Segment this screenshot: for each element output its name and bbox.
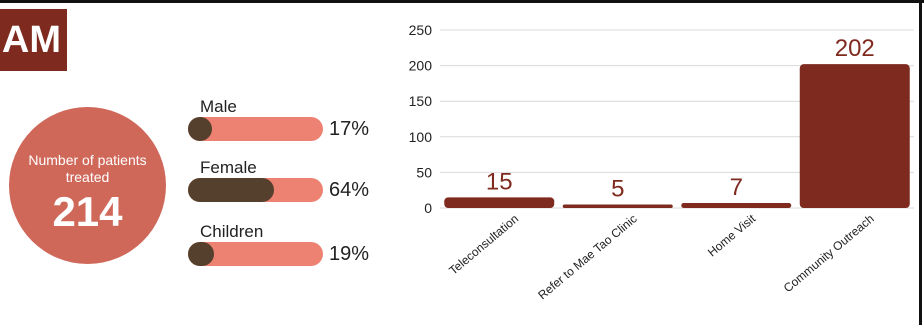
- right-border: [919, 0, 922, 325]
- x-tick-label: Refer to Mae Tao Clinic: [535, 212, 639, 303]
- x-tick-label: Teleconsultation: [446, 212, 521, 278]
- top-border: [0, 0, 924, 3]
- progress-track: [188, 178, 323, 202]
- bar: [562, 204, 673, 208]
- y-tick-label: 100: [409, 129, 433, 145]
- x-tick-label: Home Visit: [705, 211, 759, 259]
- stat-label: Children: [200, 222, 264, 241]
- data-label: 15: [486, 168, 513, 195]
- stat-male: Male 17%: [188, 97, 373, 147]
- progress-fill: [188, 117, 212, 141]
- stat-children: Children 19%: [188, 222, 373, 272]
- y-tick-label: 200: [409, 58, 433, 74]
- y-tick-label: 150: [409, 93, 433, 109]
- x-tick-label: Community Outreach: [781, 212, 877, 296]
- stat-percent: 19%: [329, 243, 370, 265]
- data-label: 5: [611, 175, 624, 202]
- patients-count: 214: [52, 188, 123, 235]
- patients-circle: Number of patients treated 214: [9, 107, 166, 264]
- patients-label: Number of patients treated: [28, 152, 147, 185]
- y-tick-label: 0: [424, 200, 432, 216]
- stat-female: Female 64%: [188, 158, 373, 208]
- header-banner: AM: [0, 9, 67, 71]
- bar: [444, 197, 555, 208]
- progress-fill: [188, 178, 275, 202]
- y-tick-label: 50: [416, 164, 432, 180]
- progress-track: [188, 242, 323, 266]
- bar: [681, 203, 792, 208]
- y-tick-label: 250: [409, 22, 433, 38]
- bar: [799, 64, 910, 209]
- stat-percent: 17%: [329, 118, 370, 140]
- stat-label: Male: [200, 97, 237, 116]
- stat-label: Female: [200, 158, 257, 177]
- progress-track: [188, 117, 323, 141]
- progress-fill: [188, 242, 214, 266]
- data-label: 7: [730, 174, 743, 201]
- stat-percent: 64%: [329, 179, 370, 201]
- data-label: 202: [835, 35, 875, 62]
